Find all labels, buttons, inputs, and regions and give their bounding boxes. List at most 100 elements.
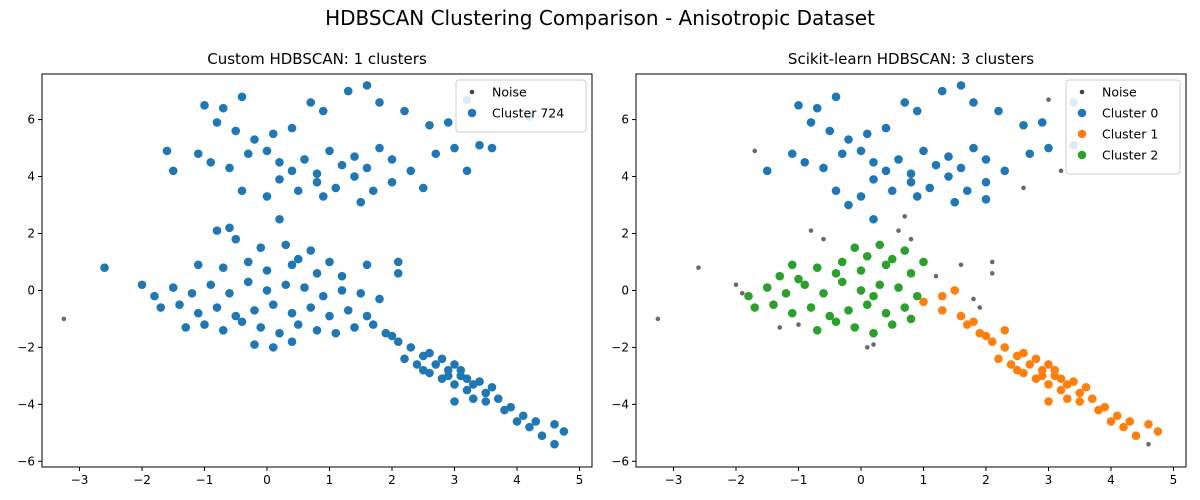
data-point bbox=[1075, 388, 1085, 398]
data-point bbox=[181, 323, 191, 332]
data-point bbox=[475, 377, 484, 386]
data-point bbox=[856, 266, 866, 275]
data-point bbox=[1146, 441, 1151, 447]
x-tick-label: 5 bbox=[1170, 473, 1178, 487]
legend-marker bbox=[1077, 108, 1087, 118]
data-point bbox=[362, 311, 372, 321]
data-point bbox=[193, 149, 203, 159]
data-point bbox=[168, 166, 178, 176]
data-point bbox=[256, 323, 266, 332]
data-point bbox=[850, 323, 860, 332]
legend-marker bbox=[469, 89, 475, 95]
data-point bbox=[187, 288, 197, 298]
data-point bbox=[350, 172, 359, 181]
data-point bbox=[831, 317, 841, 327]
data-point bbox=[750, 303, 760, 312]
data-point bbox=[462, 385, 472, 395]
data-point bbox=[989, 271, 995, 276]
data-point bbox=[350, 152, 359, 161]
y-tick-label: 4 bbox=[27, 170, 35, 184]
data-point bbox=[325, 311, 334, 321]
data-point bbox=[325, 257, 334, 267]
series-cluster-724 bbox=[100, 81, 569, 449]
data-point bbox=[912, 106, 922, 116]
data-point bbox=[412, 360, 422, 369]
data-point bbox=[1019, 120, 1028, 130]
data-point bbox=[168, 283, 178, 292]
y-tick-label: 4 bbox=[621, 170, 629, 184]
chart-title: Custom HDBSCAN: 1 clusters bbox=[207, 50, 427, 68]
data-point bbox=[831, 92, 841, 102]
data-point bbox=[906, 314, 916, 324]
data-point bbox=[937, 86, 947, 96]
data-point bbox=[981, 177, 991, 187]
data-point bbox=[406, 343, 416, 352]
data-point bbox=[512, 417, 522, 426]
data-point bbox=[869, 328, 878, 338]
data-point bbox=[387, 155, 397, 164]
data-point bbox=[856, 192, 866, 201]
data-point bbox=[262, 146, 272, 156]
legend-label: Cluster 2 bbox=[1102, 148, 1158, 163]
plot-frame bbox=[41, 73, 593, 468]
legend: Noise Cluster 724 bbox=[455, 79, 587, 133]
data-point bbox=[1153, 427, 1163, 436]
y-tick-label: −2 bbox=[17, 340, 35, 354]
data-point bbox=[262, 266, 272, 275]
data-point bbox=[193, 260, 203, 270]
data-point bbox=[550, 439, 559, 449]
points-layer bbox=[61, 81, 569, 449]
data-point bbox=[100, 263, 109, 272]
data-point bbox=[393, 269, 403, 278]
data-point bbox=[655, 316, 661, 322]
data-point bbox=[696, 265, 701, 270]
data-point bbox=[350, 323, 359, 332]
data-point bbox=[362, 163, 372, 173]
data-point bbox=[206, 280, 216, 290]
series-noise bbox=[655, 97, 1151, 447]
data-point bbox=[1044, 397, 1053, 406]
data-point bbox=[981, 331, 991, 341]
data-point bbox=[1056, 374, 1066, 384]
data-point bbox=[912, 192, 922, 201]
data-point bbox=[550, 419, 559, 429]
x-tick-label: 5 bbox=[576, 473, 584, 487]
x-tick-label: 4 bbox=[513, 473, 521, 487]
data-point bbox=[862, 251, 872, 261]
data-point bbox=[243, 277, 253, 287]
x-tick-label: 1 bbox=[920, 473, 928, 487]
legend: Noise Cluster 0 Cluster 1 Cluster 2 bbox=[1065, 79, 1181, 175]
x-tick-label: −2 bbox=[727, 473, 745, 487]
data-point bbox=[312, 326, 322, 335]
data-point bbox=[312, 177, 322, 187]
data-point bbox=[237, 92, 247, 102]
data-point bbox=[287, 123, 297, 133]
data-point bbox=[875, 240, 885, 250]
data-point bbox=[450, 360, 459, 369]
x-tick-label: 3 bbox=[1045, 473, 1053, 487]
data-point bbox=[431, 360, 441, 369]
legend-label: Noise bbox=[492, 85, 527, 100]
data-point bbox=[1012, 365, 1022, 375]
data-point bbox=[368, 186, 378, 196]
data-point bbox=[218, 326, 228, 335]
data-point bbox=[150, 291, 159, 301]
data-point bbox=[962, 186, 972, 196]
data-point bbox=[287, 260, 297, 270]
data-point bbox=[431, 149, 441, 159]
y-tick-label: 0 bbox=[621, 283, 629, 297]
y-tick-label: 6 bbox=[27, 113, 35, 127]
data-point bbox=[475, 140, 484, 150]
data-point bbox=[1000, 343, 1010, 352]
data-point bbox=[400, 106, 409, 116]
data-point bbox=[819, 163, 828, 173]
data-point bbox=[989, 259, 995, 265]
data-point bbox=[1046, 97, 1051, 102]
data-point bbox=[468, 394, 478, 403]
data-point bbox=[137, 280, 147, 290]
data-point bbox=[268, 343, 278, 352]
data-point bbox=[287, 308, 297, 318]
x-tick-label: 1 bbox=[326, 473, 334, 487]
data-point bbox=[837, 149, 847, 159]
data-point bbox=[819, 288, 828, 298]
